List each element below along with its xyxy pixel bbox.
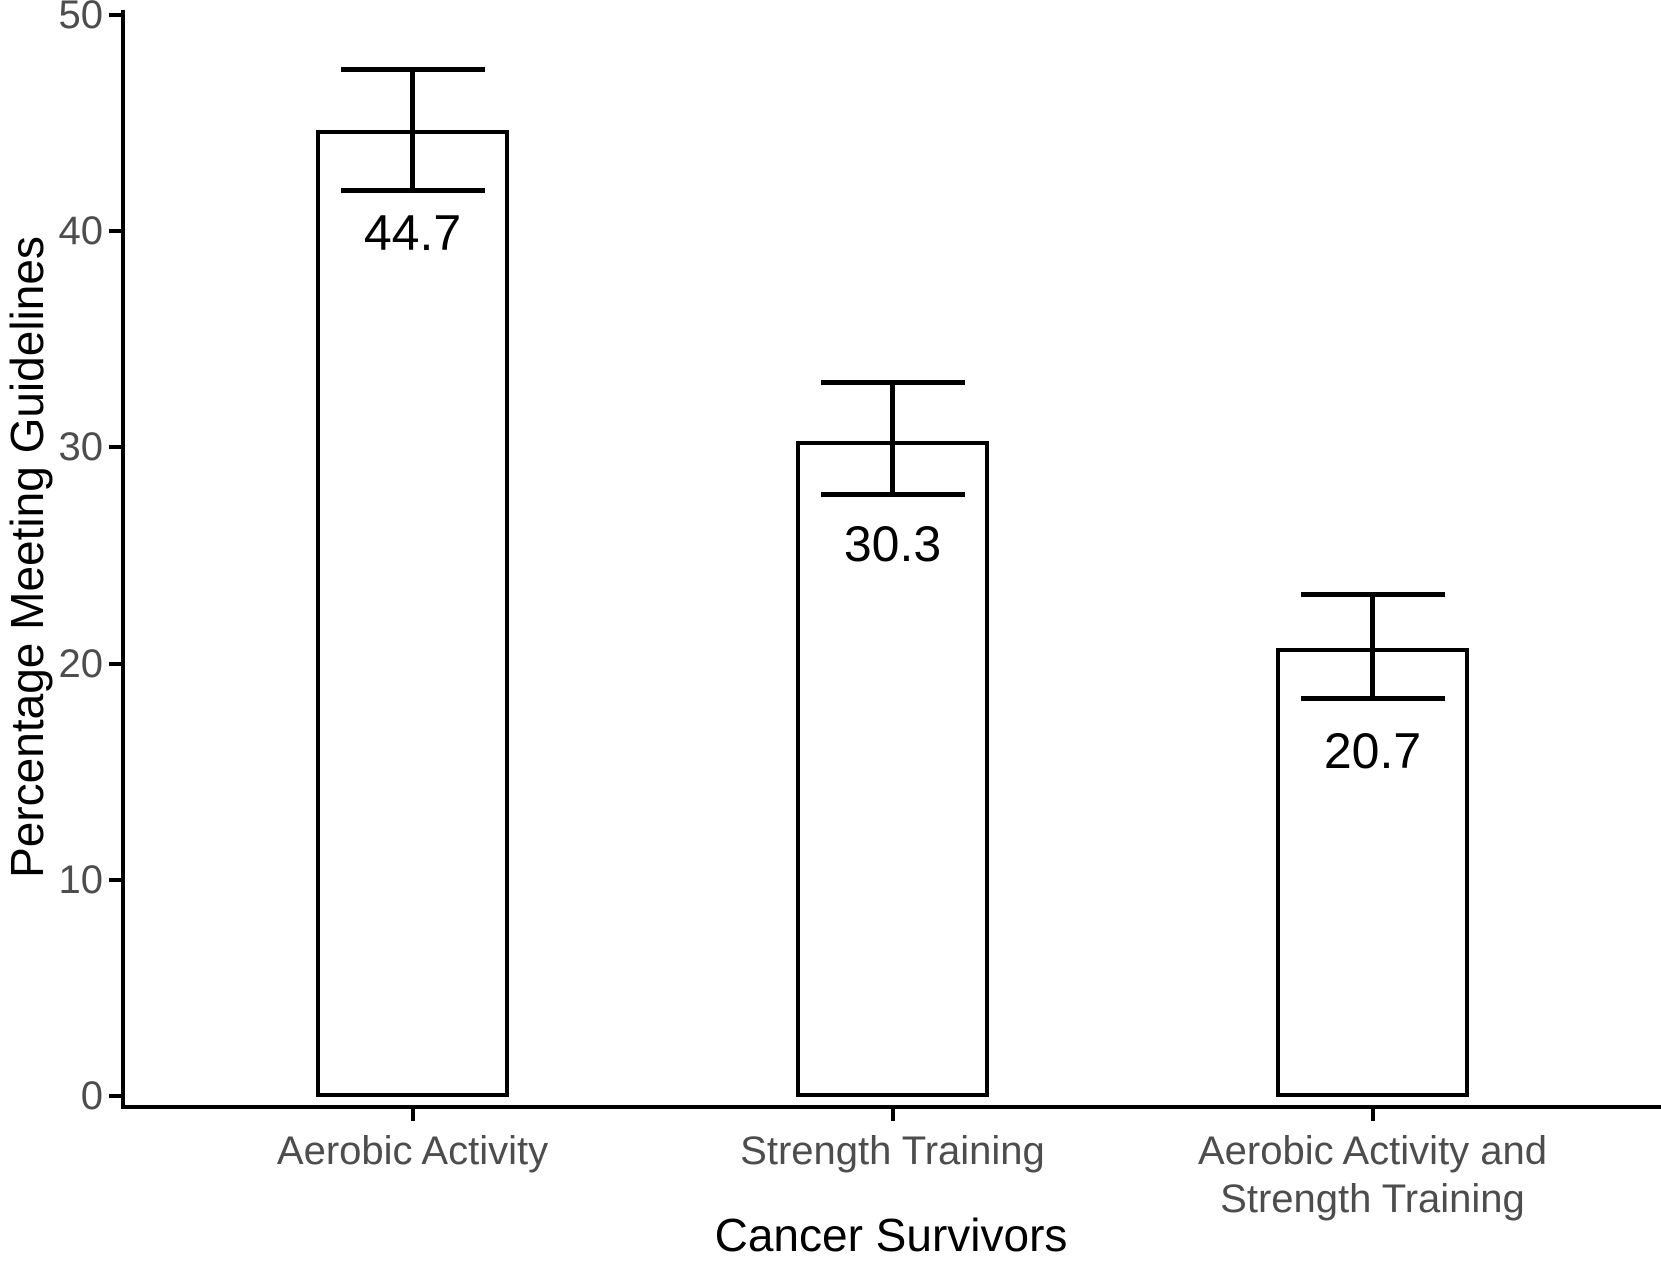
x-tick-label: Strength Training	[740, 1129, 1045, 1173]
y-tick-label: 30	[58, 425, 104, 470]
y-tick-label: 20	[58, 641, 104, 686]
bar-value-label: 20.7	[1323, 723, 1422, 780]
y-tick-label: 50	[58, 0, 104, 37]
bar-value-label: 44.7	[363, 204, 462, 261]
y-axis-line	[121, 10, 125, 1109]
error-bar-upper-cap	[340, 66, 485, 72]
error-bar-lower-cap	[1300, 695, 1445, 701]
bar	[1276, 648, 1469, 1097]
y-tick-mark	[109, 13, 121, 17]
error-bar	[890, 382, 895, 495]
x-tick-mark	[1370, 1109, 1375, 1121]
x-tick-mark	[890, 1109, 895, 1121]
y-tick-mark	[109, 1094, 121, 1098]
y-tick-label: 40	[58, 209, 104, 254]
x-axis-title: Cancer Survivors	[714, 1209, 1068, 1261]
error-bar	[1370, 594, 1375, 699]
bar	[796, 440, 989, 1097]
y-axis-title: Percentage Meeting Guidelines	[1, 236, 53, 878]
error-bar-lower-cap	[340, 187, 485, 193]
y-tick-label: 10	[58, 857, 104, 902]
error-bar	[410, 69, 415, 191]
error-bar-upper-cap	[820, 380, 965, 386]
y-tick-mark	[109, 445, 121, 450]
error-bar-lower-cap	[820, 492, 965, 498]
y-tick-mark	[109, 661, 121, 666]
bar-value-label: 30.3	[843, 515, 942, 572]
y-tick-label: 0	[80, 1074, 103, 1118]
x-tick-label: Aerobic Activity	[276, 1129, 549, 1173]
x-tick-label: Aerobic Activity and Strength Training	[1197, 1129, 1548, 1221]
x-axis-line	[121, 1105, 1661, 1109]
y-tick-mark	[109, 877, 121, 882]
bar	[316, 129, 509, 1097]
y-tick-mark	[109, 229, 121, 234]
x-tick-mark	[410, 1109, 415, 1121]
error-bar-upper-cap	[1300, 591, 1445, 597]
